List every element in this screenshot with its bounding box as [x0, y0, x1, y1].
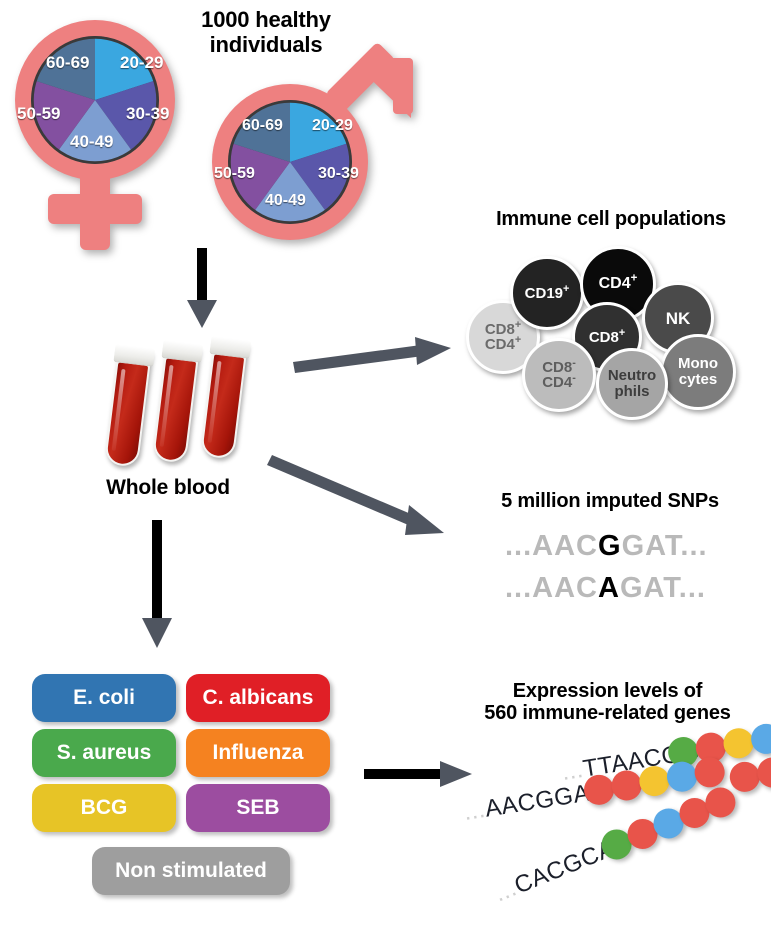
expression-bead: [721, 726, 756, 761]
stimulus-label: Non stimulated: [115, 859, 267, 882]
arrow-blood-to-stimuli: [142, 520, 172, 648]
stimulus-label: Influenza: [212, 741, 304, 764]
expression-title-line1: Expression levels of: [512, 680, 703, 702]
stimulus-s-aureus[interactable]: S. aureus: [32, 729, 176, 777]
arrow-blood-to-snps: [267, 455, 444, 535]
stimulus-c-albicans[interactable]: C. albicans: [186, 674, 330, 722]
whole-blood-label: Whole blood: [106, 476, 230, 499]
stimulus-non-stimulated[interactable]: Non stimulated: [92, 847, 290, 895]
immune-cell-label: CD8+ CD4+: [484, 319, 522, 353]
age-pie-female: [33, 38, 157, 163]
immune-title: Immune cell populations: [496, 208, 726, 230]
snps-title: 5 million imputed SNPs: [501, 490, 719, 512]
immune-cell-cd19p: CD19+: [510, 256, 584, 330]
snp-allele-2-variant: A: [598, 572, 620, 604]
blood-tube: [103, 344, 156, 468]
immune-cell-neutrophils: Neutro phils: [596, 348, 668, 420]
immune-cell-cd8n-cd4n: CD8- CD4-: [522, 338, 596, 412]
arrow-blood-to-immune: [293, 337, 451, 373]
male-gender-symbol: 20-29 30-39 40-49 50-59 60-69: [205, 43, 420, 250]
immune-cell-monocytes: Mono cytes: [660, 334, 736, 410]
stimulus-label: BCG: [80, 796, 128, 819]
stimulus-label: E. coli: [73, 686, 135, 709]
snp-allele-2-suffix: GAT...: [619, 572, 706, 604]
immune-cell-label: CD8+: [588, 326, 626, 346]
stimulus-label: C. albicans: [202, 686, 314, 709]
snp-allele-2: ...AACAGAT...: [505, 572, 706, 605]
stimulus-bcg[interactable]: BCG: [32, 784, 176, 832]
snp-allele-1: ...AACGGAT...: [505, 530, 708, 563]
stimulus-e-coli[interactable]: E. coli: [32, 674, 176, 722]
blood-tube: [199, 336, 252, 460]
cohort-title: 1000 healthy individuals: [178, 7, 354, 57]
immune-cell-cluster: CD8+ CD4+ CD19+ CD4+ NK CD8+ Mono cytes CD…: [456, 238, 766, 423]
snp-allele-2-prefix: ...AAC: [505, 572, 598, 604]
immune-cell-label: CD19+: [524, 282, 570, 302]
stimulus-label: SEB: [236, 796, 280, 819]
immune-cell-label: Neutro phils: [607, 367, 657, 400]
female-gender-symbol: 20-29 30-39 40-49 50-59 60-69: [8, 12, 198, 262]
immune-cell-label: Mono cytes: [678, 355, 718, 388]
age-pie-male: [229, 102, 351, 223]
arrow-stimuli-to-expression: [364, 761, 472, 787]
whole-blood-tubes: [103, 336, 285, 478]
expression-bead: [749, 721, 771, 757]
stimulus-label: S. aureus: [56, 741, 152, 764]
snp-allele-1-variant: G: [598, 530, 622, 562]
expression-title: Expression levels of 560 immune-related …: [450, 680, 765, 725]
cohort-title-line1: 1000 healthy: [201, 7, 331, 32]
immune-cell-label: CD4+: [598, 272, 638, 292]
expression-title-line2: 560 immune-related genes: [484, 702, 731, 725]
cohort-title-line2: individuals: [209, 31, 323, 57]
blood-tube: [151, 340, 204, 464]
immune-cell-label: NK: [665, 308, 691, 328]
snp-allele-1-prefix: ...AAC: [505, 530, 598, 562]
stimulus-influenza[interactable]: Influenza: [186, 729, 330, 777]
immune-cell-label: CD8- CD4-: [542, 357, 576, 391]
arrow-cohort-to-blood: [187, 248, 217, 328]
snp-allele-1-suffix: GAT...: [621, 530, 708, 562]
stimulus-seb[interactable]: SEB: [186, 784, 330, 832]
